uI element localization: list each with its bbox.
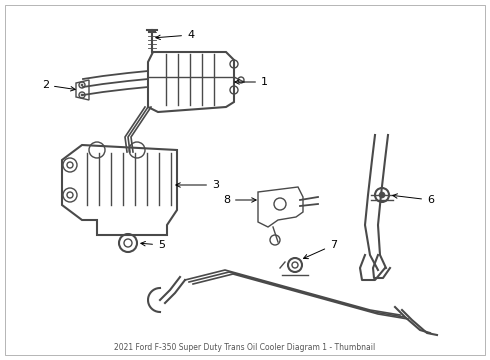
Text: 1: 1 [235,77,268,87]
Circle shape [81,94,83,96]
Text: 3: 3 [176,180,219,190]
Text: 2: 2 [42,80,75,91]
Text: 4: 4 [156,30,194,40]
Text: 5: 5 [141,240,165,250]
Text: 6: 6 [393,194,434,205]
Circle shape [379,192,385,198]
Text: 7: 7 [303,240,337,258]
Text: 8: 8 [223,195,256,205]
Circle shape [81,84,83,86]
Text: 2021 Ford F-350 Super Duty Trans Oil Cooler Diagram 1 - Thumbnail: 2021 Ford F-350 Super Duty Trans Oil Coo… [114,343,376,352]
